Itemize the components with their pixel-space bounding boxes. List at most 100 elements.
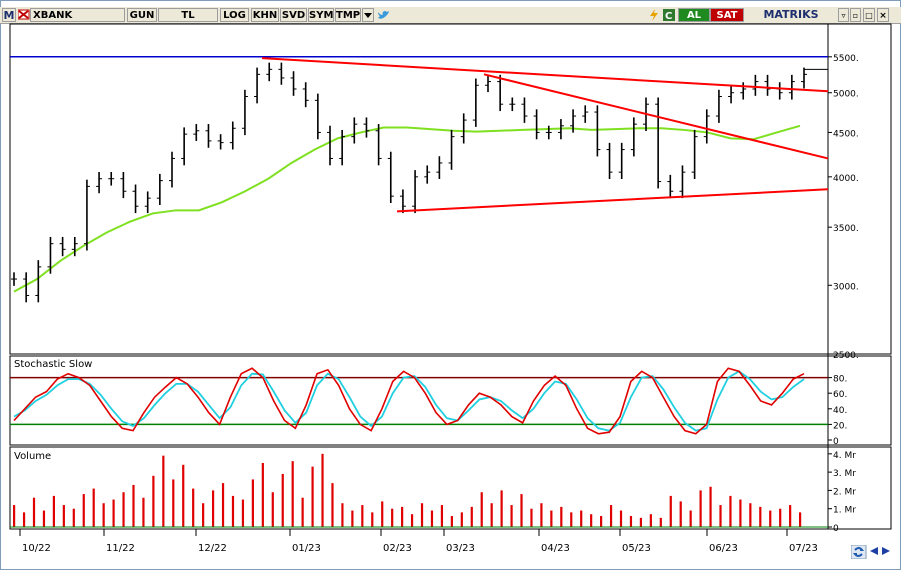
currency-button[interactable]: TL: [158, 8, 218, 22]
volume-bar: [490, 503, 493, 527]
tmp-button[interactable]: TMP: [335, 8, 361, 22]
volume-bar: [530, 508, 533, 527]
volume-bar: [82, 494, 85, 527]
volume-bar: [779, 508, 782, 527]
volume-bar: [162, 455, 165, 527]
x-tick-label: 03/23: [446, 543, 475, 554]
volume-bar: [799, 512, 802, 527]
stoch-k-line: [13, 367, 805, 435]
volume-bar: [62, 505, 65, 527]
stoch-title: Stochastic Slow: [14, 359, 92, 370]
restore-button[interactable]: □: [863, 8, 875, 22]
price-tick-label: 3000.: [833, 282, 859, 292]
volume-bar: [122, 492, 125, 527]
minimize-button[interactable]: ▿: [838, 8, 849, 22]
volume-bar: [401, 506, 404, 527]
volume-bar: [759, 506, 762, 527]
x-tick-label: 06/23: [709, 543, 738, 554]
volume-bar: [609, 505, 613, 527]
stoch-tick-label: 20.: [833, 421, 847, 431]
pin-button[interactable]: ▫: [850, 8, 861, 22]
volume-bar: [142, 497, 145, 527]
stoch-d-line: [13, 370, 805, 432]
volume-bar: [590, 514, 593, 527]
volume-bar: [32, 497, 36, 527]
volume-bar: [480, 492, 483, 527]
svg-text:C: C: [665, 11, 672, 21]
volume-bar: [540, 503, 543, 527]
volume-bar: [739, 499, 742, 527]
price-tick-label: 4000.: [833, 174, 859, 184]
triangle-left-icon[interactable]: [869, 546, 879, 560]
sym-button[interactable]: SYM: [308, 8, 334, 22]
volume-bar: [769, 510, 772, 527]
twitter-icon[interactable]: [376, 8, 390, 22]
x-tick-label: 12/22: [198, 543, 227, 554]
volume-bar: [381, 501, 384, 527]
volume-tick-label: 2. Mr: [833, 487, 856, 497]
app-logo[interactable]: M: [2, 8, 16, 22]
buy-button[interactable]: AL: [678, 8, 710, 22]
volume-pane: [9, 446, 892, 530]
x-tick-label: 02/23: [383, 543, 412, 554]
volume-bar: [351, 510, 354, 527]
close-button[interactable]: ×: [877, 8, 889, 22]
dropdown-button[interactable]: [362, 8, 374, 22]
stoch-pane: [9, 355, 892, 446]
volume-bar: [22, 512, 26, 527]
volume-bar: [231, 495, 235, 527]
refresh-icon[interactable]: C: [662, 8, 676, 22]
volume-bar: [102, 503, 105, 527]
x-tick-label: 07/23: [789, 543, 818, 554]
volume-bar: [410, 514, 414, 527]
volume-bar: [172, 479, 175, 527]
trendline: [483, 73, 829, 160]
volume-bar: [321, 453, 324, 527]
stoch-tick-label: 0: [833, 437, 839, 447]
x-tick-label: 05/23: [622, 543, 651, 554]
volume-bar: [709, 486, 712, 527]
volume-bar: [520, 494, 523, 527]
x-tick-label: 10/22: [22, 543, 51, 554]
triangle-right-icon[interactable]: [881, 546, 891, 560]
stoch-tick-label: 80.: [833, 375, 847, 385]
volume-bar: [291, 461, 294, 527]
volume-bar: [629, 516, 633, 527]
volume-bar: [92, 488, 95, 527]
volume-bar: [132, 484, 135, 527]
stoch-tick-label: 40.: [833, 406, 847, 416]
volume-tick-label: 4. Mr: [833, 451, 856, 461]
trendline: [261, 57, 829, 93]
bottom-bar: [0, 536, 901, 570]
volume-bar: [182, 464, 185, 527]
volume-bar: [460, 512, 463, 527]
symbol-flag-icon: [17, 8, 30, 22]
period-button[interactable]: GUN: [127, 8, 157, 22]
x-tick-label: 04/23: [541, 543, 570, 554]
volume-bar: [281, 473, 284, 527]
volume-bar: [301, 497, 304, 527]
lightning-icon[interactable]: [648, 8, 660, 22]
volume-bar: [560, 506, 563, 527]
symbol-field[interactable]: XBANK: [30, 8, 125, 22]
price-tick-label: 5000.: [833, 90, 859, 100]
rotate-arrows-icon[interactable]: [850, 544, 867, 560]
volume-tick-label: 1. Mr: [833, 506, 856, 516]
volume-bar: [42, 510, 46, 527]
sell-button[interactable]: SAT: [710, 8, 744, 22]
volume-bar: [659, 517, 662, 527]
volume-bar: [669, 495, 672, 527]
volume-bar: [649, 514, 652, 527]
svd-button[interactable]: SVD: [280, 8, 307, 22]
volume-bar: [580, 510, 583, 527]
volume-tick-label: 0: [833, 524, 839, 534]
khn-button[interactable]: KHN: [251, 8, 279, 22]
volume-tick-label: 3. Mr: [833, 469, 856, 479]
volume-bar: [619, 510, 623, 527]
price-pane: [9, 23, 892, 355]
volume-title: Volume: [14, 451, 51, 462]
price-tick-label: 4500.: [833, 129, 859, 139]
x-tick-label: 01/23: [292, 543, 321, 554]
log-button[interactable]: LOG: [220, 8, 249, 22]
